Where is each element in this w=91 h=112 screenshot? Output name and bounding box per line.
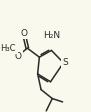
Text: O: O	[20, 29, 27, 38]
Text: S: S	[62, 58, 68, 67]
Text: O: O	[14, 52, 21, 60]
Text: H₃C: H₃C	[1, 44, 16, 53]
Text: H₂N: H₂N	[43, 31, 60, 40]
